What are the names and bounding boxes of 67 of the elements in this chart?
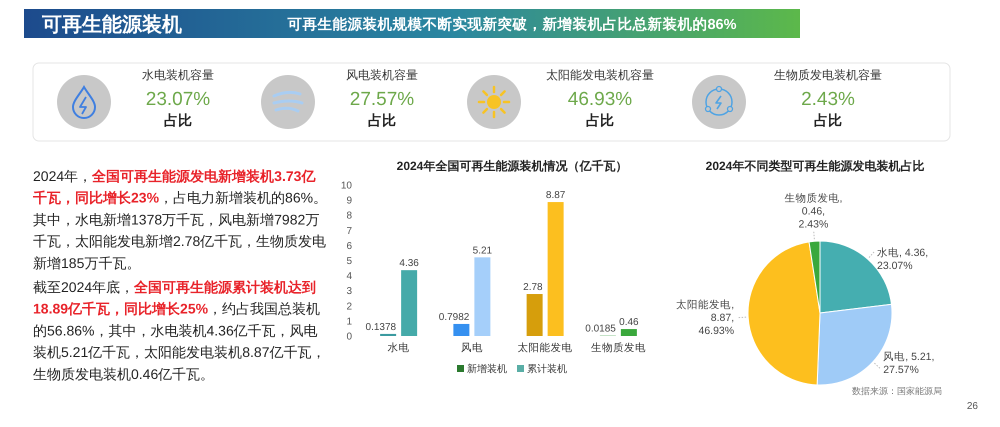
- bar: [474, 257, 490, 336]
- y-tick-label: 8: [346, 210, 352, 222]
- data-label: 0.1378: [366, 322, 397, 333]
- text: 可再生能源装机: [41, 13, 182, 36]
- text: 46.93%: [568, 89, 632, 110]
- data-label: 0.0185: [585, 324, 616, 335]
- text: 太阳能发电装机容量: [546, 68, 654, 82]
- text: 其中，水电新增1378万千瓦，风电新增7982万: [33, 211, 320, 228]
- text: 2024年，: [33, 168, 92, 184]
- bar: [548, 202, 564, 336]
- text: 占比: [368, 112, 396, 128]
- x-tick-label: 太阳能发电: [518, 341, 573, 354]
- chart-title: 2024年不同类型可再生能源发电装机占比: [706, 159, 924, 173]
- slice-label: 水电, 4.36, 23.07%: [877, 246, 928, 272]
- text: 的56.86%，其中，水电装机4.36亿千瓦，风电: [33, 322, 318, 338]
- text: 2.43%: [801, 89, 856, 110]
- text: 生物质发电装机容量: [774, 68, 882, 82]
- text: 千瓦，同比增长23%: [32, 190, 160, 206]
- chart-title: 2024年全国可再生能源装机情况（亿千瓦）: [396, 159, 628, 173]
- y-tick-label: 6: [346, 240, 352, 252]
- text: 截至2024年底，: [33, 279, 134, 295]
- y-tick-label: 4: [346, 271, 352, 282]
- text: 全国可再生能源累计装机达到: [133, 279, 316, 295]
- text: 新增185万千瓦。: [33, 254, 140, 271]
- source-note: 数据来源：国家能源局: [852, 386, 942, 396]
- data-label: 2.78: [523, 282, 544, 294]
- text: 占比: [814, 112, 842, 128]
- text: 生物质发电装机0.46亿千瓦。: [33, 366, 214, 382]
- text: 27.57%: [350, 89, 414, 110]
- text: 占比: [164, 112, 192, 128]
- data-label: 8.87: [546, 190, 566, 202]
- text: 风电装机容量: [346, 68, 418, 82]
- data-label: 4.36: [399, 258, 420, 270]
- bar: [526, 294, 543, 336]
- text: 水电装机容量: [142, 68, 214, 82]
- data-label: 0.7982: [438, 312, 470, 323]
- text: 占比: [586, 112, 614, 128]
- text: ，占电力新增装机的86%。: [159, 190, 328, 206]
- y-tick-label: 5: [346, 256, 352, 267]
- slice-label: 生物质发电, 0.46, 2.43%: [784, 191, 842, 230]
- y-tick-label: 9: [346, 196, 352, 207]
- x-tick-label: 生物质发电: [590, 341, 646, 354]
- slice-label: 风电, 5.21, 27.57%: [883, 350, 934, 376]
- text: 可再生能源装机规模不断实现新突破，新增装机占比总新装机的86%: [286, 15, 737, 33]
- text: 26: [966, 401, 978, 412]
- y-tick-label: 7: [346, 226, 352, 237]
- bar: [453, 324, 470, 336]
- y-tick-label: 0: [346, 332, 352, 342]
- y-tick-label: 1: [346, 316, 352, 328]
- y-tick-label: 3: [346, 286, 352, 298]
- data-label: 5.21: [472, 245, 493, 256]
- legend-item: 累计装机: [517, 364, 567, 375]
- text: 装机5.21亿千瓦，太阳能发电装机8.87亿千瓦，: [33, 344, 326, 360]
- text: 千瓦，太阳能发电新增2.78亿千瓦，生物质发电: [33, 233, 326, 250]
- x-tick-label: 水电: [388, 341, 410, 354]
- bar: [401, 270, 418, 336]
- y-tick-label: 2: [346, 301, 352, 312]
- text: 18.89亿千瓦，同比增长25%: [33, 300, 209, 317]
- bar: [620, 329, 637, 336]
- text: ，约占我国总装机: [208, 300, 320, 317]
- data-label: 0.46: [619, 317, 640, 328]
- x-tick-label: 风电: [460, 341, 483, 354]
- text: 全国可再生能源发电新增装机3.73亿: [91, 168, 316, 184]
- slice-label: 太阳能发电, 8.87, 46.93%: [676, 298, 734, 338]
- text: 23.07%: [146, 89, 210, 110]
- legend-item: 新增装机: [457, 364, 507, 375]
- y-tick-label: 10: [340, 180, 352, 192]
